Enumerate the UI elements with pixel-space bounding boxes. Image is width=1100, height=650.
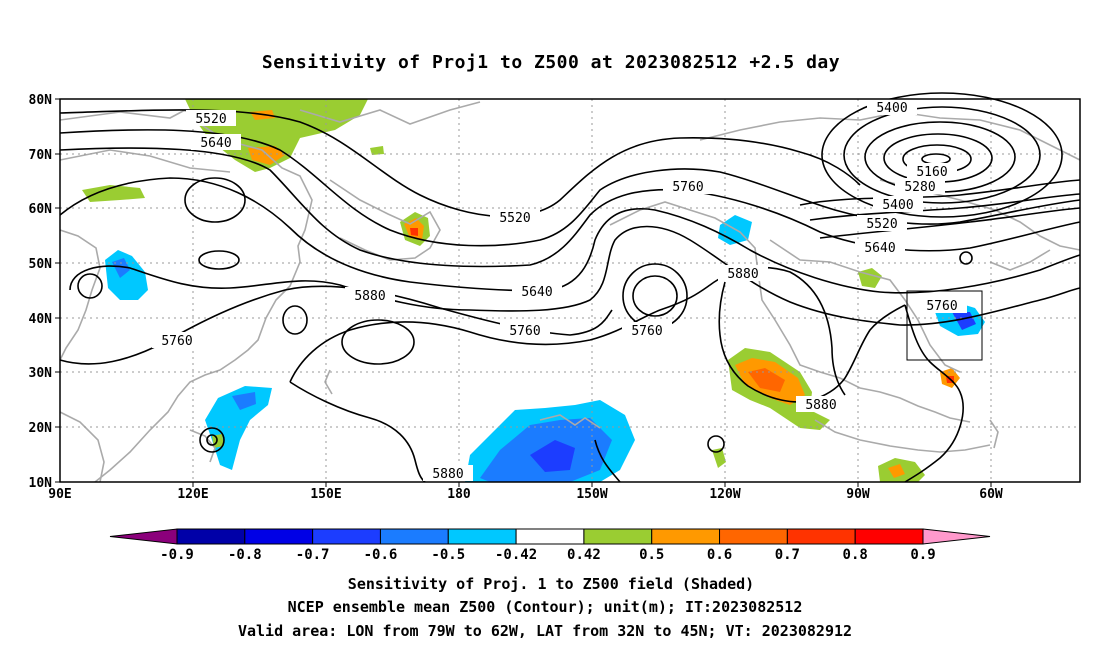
contour-label: 5760 xyxy=(926,299,957,314)
contour-label: 5640 xyxy=(864,241,895,256)
shade-orange-carib xyxy=(888,464,905,478)
contour-label: 5760 xyxy=(509,324,540,339)
contour-label: 5880 xyxy=(432,467,463,482)
shade-orange-siberia xyxy=(248,146,285,165)
lat-label: 10N xyxy=(29,476,53,491)
lat-axis-labels: 80N 70N 60N 50N 40N 30N 20N 10N xyxy=(29,93,53,491)
colorbar-segment xyxy=(854,528,924,545)
shade-blue-wpac xyxy=(205,386,272,470)
contour-label: 5280 xyxy=(904,180,935,195)
colorbar-tick-label: -0.7 xyxy=(296,547,330,563)
gridlines xyxy=(60,99,1080,482)
lon-axis-labels: 90E 120E 150E 180 150W 120W 90W 60W xyxy=(48,487,1003,502)
valid-area-box xyxy=(906,290,983,361)
shade-blue-west-core xyxy=(112,258,130,278)
colorbar-arrow-high xyxy=(922,528,991,545)
footer-line-2: NCEP ensemble mean Z500 (Contour); unit(… xyxy=(288,598,803,616)
lat-label: 40N xyxy=(29,312,53,327)
lat-label: 80N xyxy=(29,93,53,108)
colorbar-tick-label: -0.42 xyxy=(495,547,537,563)
colorbar-segment xyxy=(244,528,314,545)
lon-tick-marks xyxy=(192,482,992,487)
contour-label: 5760 xyxy=(161,334,192,349)
lat-label: 20N xyxy=(29,421,53,436)
contour-label: 5520 xyxy=(195,112,226,127)
lat-label: 50N xyxy=(29,257,53,272)
footer-line-3: Valid area: LON from 79W to 62W, LAT fro… xyxy=(238,622,852,640)
lon-label: 180 xyxy=(447,487,471,502)
contour-label: 5400 xyxy=(876,101,907,116)
shade-blue-valid-core xyxy=(952,312,976,330)
footer-line-1: Sensitivity of Proj. 1 to Z500 field (Sh… xyxy=(348,575,754,593)
colorbar-segment xyxy=(312,528,381,545)
colorbar-segment xyxy=(515,528,585,545)
contour-label: 5760 xyxy=(631,324,662,339)
shade-green-small-2 xyxy=(370,146,384,155)
lat-tick-marks xyxy=(55,98,60,483)
shade-blue-cpac-deep xyxy=(530,440,575,472)
colorbar-segment xyxy=(176,528,246,545)
shade-red-kamchatka xyxy=(410,228,418,236)
colorbar-tick-label: 0.42 xyxy=(567,547,601,563)
lon-label: 150W xyxy=(576,487,607,502)
contour-label: 5520 xyxy=(499,211,530,226)
contour-label: 5880 xyxy=(354,289,385,304)
shade-green-small-1 xyxy=(82,185,145,202)
lon-label: 90W xyxy=(846,487,870,502)
lon-label: 120W xyxy=(709,487,740,502)
colorbar-segment xyxy=(379,528,449,545)
colorbar-tick-label: 0.5 xyxy=(639,547,664,563)
contour-label: 5640 xyxy=(200,136,231,151)
contour-label-group: 5520 5640 5520 5760 5400 5160 5280 5400 … xyxy=(152,99,967,482)
colorbar-tick-label: -0.5 xyxy=(431,547,465,563)
colorbar-tick-label: -0.6 xyxy=(364,547,398,563)
colorbar-tick-label: 0.7 xyxy=(775,547,800,563)
colorbar-tick-label: 0.9 xyxy=(910,547,935,563)
lat-label: 70N xyxy=(29,148,53,163)
figure-title: Sensitivity of Proj1 to Z500 at 20230825… xyxy=(262,52,840,73)
colorbar-arrow-low xyxy=(109,528,178,545)
lon-label: 150E xyxy=(310,487,341,502)
colorbar-segment xyxy=(786,528,856,545)
colorbar xyxy=(109,528,991,545)
colorbar-segment xyxy=(583,528,653,545)
colorbar-tick-label: -0.9 xyxy=(160,547,194,563)
lat-label: 30N xyxy=(29,366,53,381)
colorbar-segment xyxy=(651,528,721,545)
contour-label: 5880 xyxy=(727,267,758,282)
shade-dorange-mexico xyxy=(748,368,785,392)
colorbar-tick-label: -0.8 xyxy=(228,547,262,563)
contour-label: 5640 xyxy=(521,285,552,300)
map-frame xyxy=(59,98,1081,483)
contour-label: 5880 xyxy=(805,398,836,413)
lon-label: 120E xyxy=(177,487,208,502)
lon-label: 60W xyxy=(979,487,1003,502)
lat-label: 60N xyxy=(29,202,53,217)
contour-label: 5160 xyxy=(916,165,947,180)
contour-label: 5400 xyxy=(882,198,913,213)
colorbar-segment xyxy=(447,528,517,545)
colorbar-tick-label: 0.8 xyxy=(843,547,868,563)
shade-green-ak xyxy=(712,448,726,468)
contour-label: 5760 xyxy=(672,180,703,195)
contour-label: 5520 xyxy=(866,217,897,232)
colorbar-labels: -0.9 -0.8 -0.7 -0.6 -0.5 -0.42 0.42 0.5 0.6 0.7 0.… xyxy=(160,547,936,563)
coastlines xyxy=(59,101,1081,483)
lon-label: 90E xyxy=(48,487,71,502)
map-panel: 5520 5640 5520 5760 5400 5160 5280 5400 … xyxy=(59,92,1081,483)
colorbar-tick-label: 0.6 xyxy=(707,547,732,563)
colorbar-segment xyxy=(719,528,788,545)
shade-blue-wpac-core xyxy=(232,392,256,410)
